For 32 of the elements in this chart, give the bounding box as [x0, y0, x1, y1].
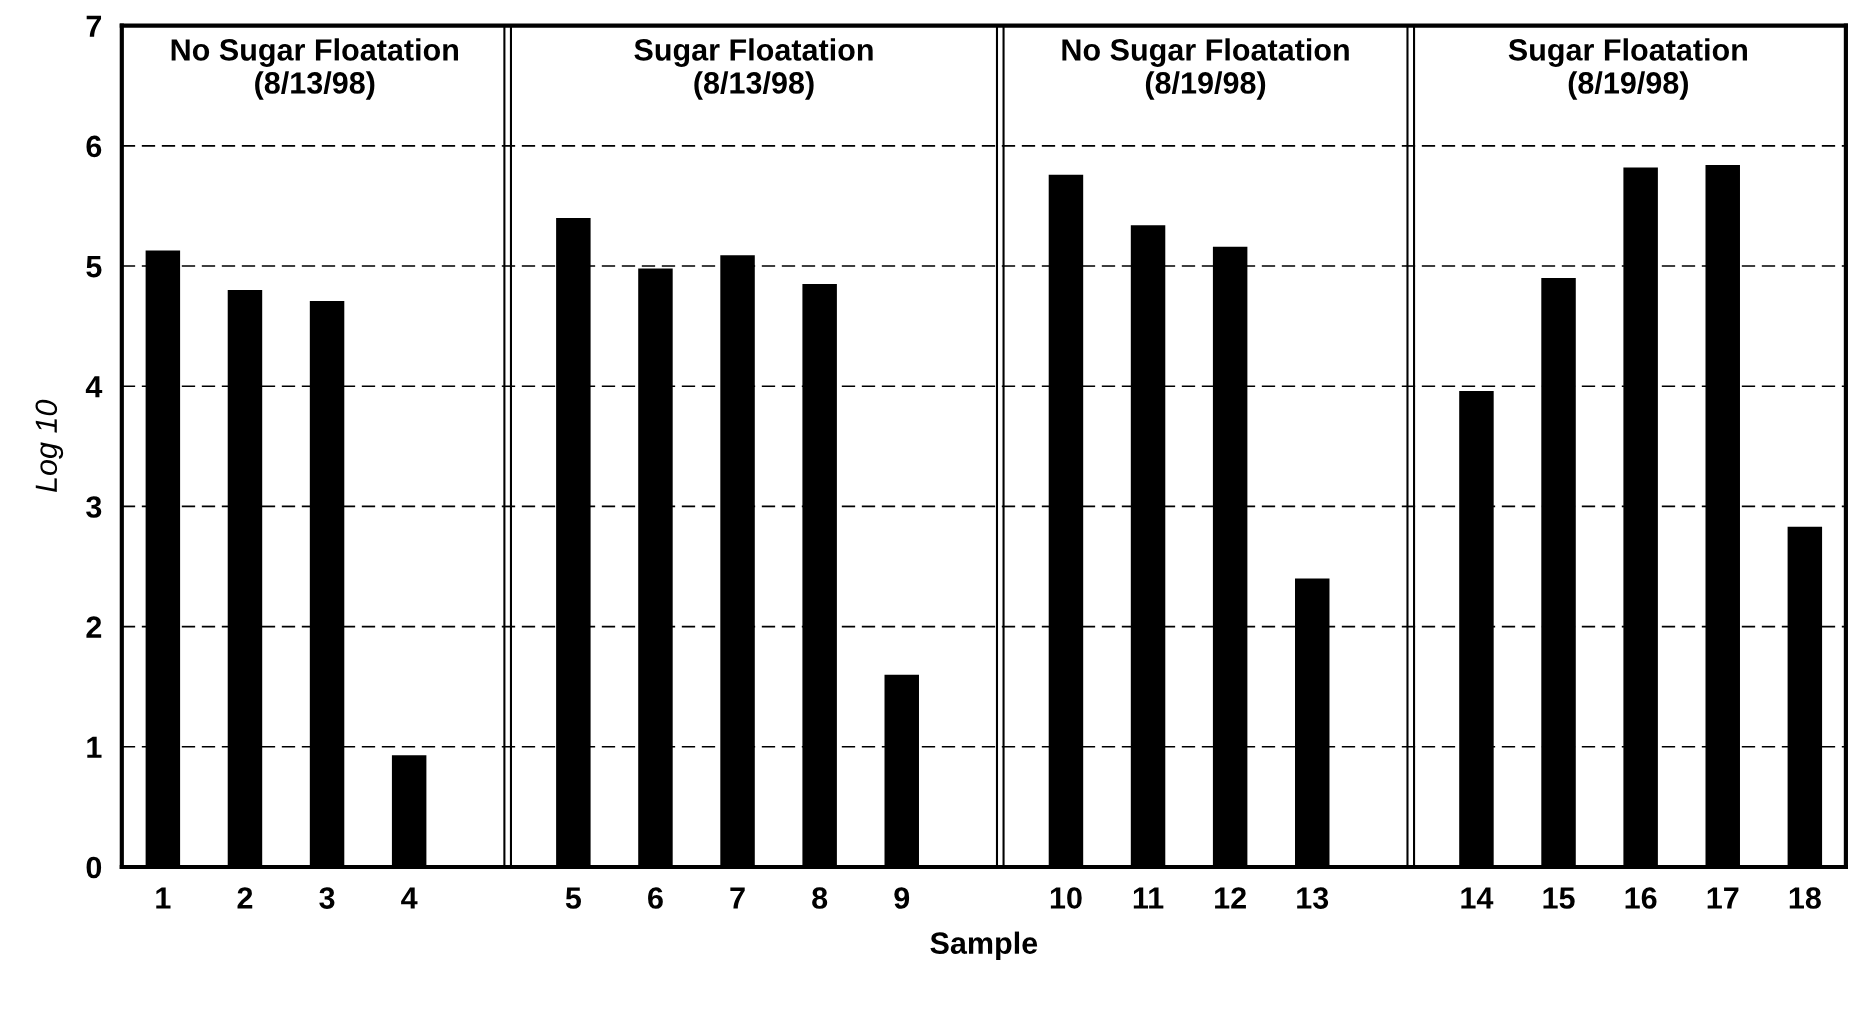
annotation: No Sugar Floatation (8/13/98) [171, 38, 458, 100]
x-tick-label: 2 [237, 887, 253, 909]
x-tick-label: 10 [1050, 887, 1082, 909]
x-tick-label: 18 [1789, 887, 1821, 909]
annotation: Sugar Floatation (8/13/98) [634, 38, 873, 100]
x-tick-label: 3 [319, 887, 335, 909]
y-tick-label: 7 [86, 15, 102, 37]
y-tick-label: 1 [87, 736, 102, 758]
y-tick-label: 6 [86, 135, 102, 158]
y-axis-title: Log 10 [35, 399, 64, 493]
x-tick-label: 8 [812, 887, 828, 909]
x-tick-label: 16 [1625, 887, 1657, 909]
y-tick-label: 5 [86, 256, 102, 278]
x-tick-label: 9 [894, 887, 910, 909]
x-tick-label: 13 [1297, 887, 1329, 909]
x-tick-label: 1 [156, 887, 171, 909]
x-tick-label: 12 [1215, 887, 1246, 909]
x-tick-label: 11 [1133, 887, 1164, 909]
x-axis-title: Sample [930, 931, 1038, 961]
x-tick-label: 17 [1707, 887, 1739, 909]
x-tick-label: 4 [401, 887, 418, 909]
y-tick-label: 3 [86, 496, 102, 518]
annotation: No Sugar Floatation (8/19/98) [1062, 38, 1349, 100]
x-tick-label: 15 [1543, 887, 1575, 909]
y-tick-label: 4 [85, 376, 103, 398]
x-tick-label: 14 [1461, 887, 1494, 909]
y-tick-label: 0 [86, 856, 102, 879]
x-tick-label: 5 [565, 887, 581, 909]
annotation: Sugar Floatation (8/19/98) [1508, 38, 1747, 100]
y-tick-label: 2 [86, 616, 102, 638]
x-tick-label: 6 [648, 887, 663, 909]
x-tick-label: 7 [730, 887, 745, 909]
